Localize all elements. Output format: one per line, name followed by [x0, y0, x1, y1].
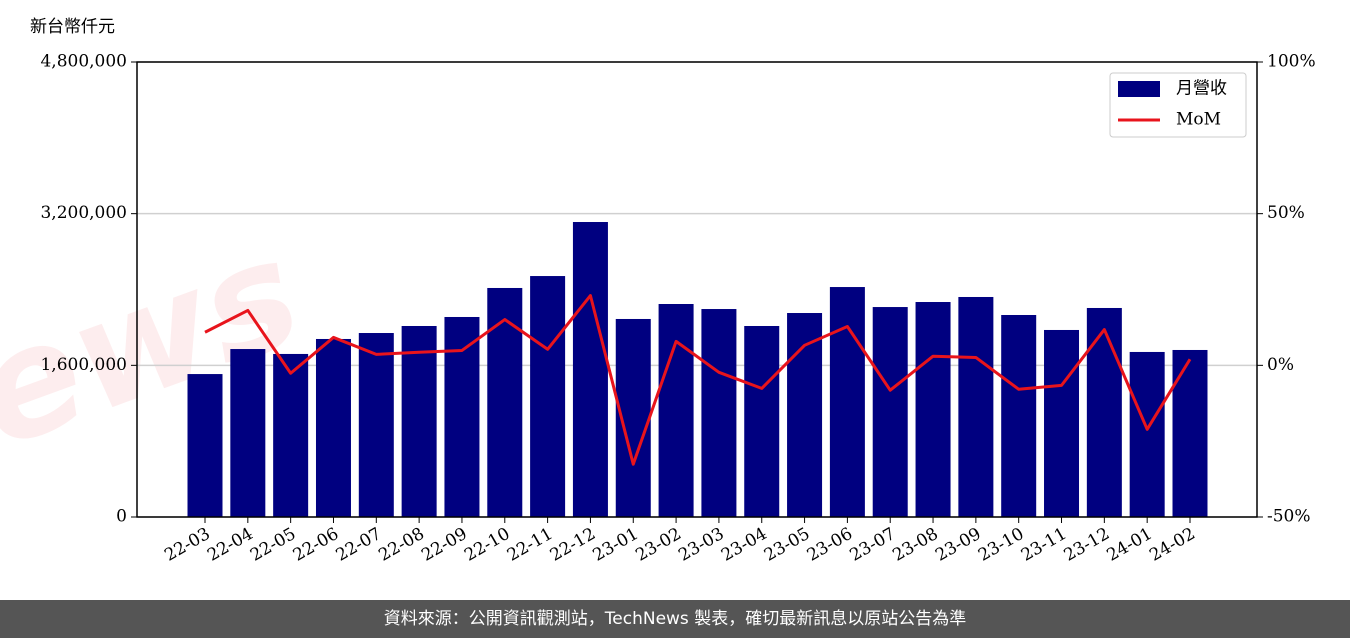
- x-tick-label: 23-02: [632, 524, 684, 566]
- x-tick-label: 23-12: [1061, 524, 1113, 566]
- x-tick-label: 22-04: [204, 524, 256, 566]
- x-tick-label: 22-03: [161, 524, 213, 566]
- x-tick-label: 23-08: [889, 524, 941, 566]
- bar: [787, 313, 823, 517]
- bar: [1172, 349, 1208, 517]
- x-tick-label: 23-04: [718, 524, 770, 566]
- x-tick-label: 22-12: [547, 524, 599, 566]
- legend-label: MoM: [1176, 110, 1221, 130]
- bar: [701, 309, 737, 517]
- bar: [230, 349, 266, 517]
- legend-label: 月營收: [1176, 79, 1227, 99]
- y-axis-label: 新台幣仟元: [30, 17, 115, 37]
- bar: [958, 296, 994, 517]
- x-tick-label: 23-06: [804, 524, 856, 566]
- bar: [829, 287, 865, 517]
- x-tick-label: 24-01: [1103, 524, 1155, 566]
- bar: [187, 374, 223, 517]
- bar: [487, 287, 523, 517]
- y2-tick-label: 100%: [1267, 52, 1316, 72]
- bar: [572, 222, 608, 517]
- y-tick-label: 0: [116, 507, 127, 527]
- y2-tick-label: -50%: [1267, 507, 1311, 527]
- line: [204, 294, 1192, 466]
- bar: [358, 333, 394, 517]
- footer-bar: [0, 600, 1350, 638]
- bar: [1086, 307, 1122, 517]
- x-tick-label: 23-10: [975, 524, 1027, 566]
- y-tick-label: 3,200,000: [40, 203, 127, 223]
- legend-swatch: [1118, 81, 1160, 97]
- x-tick-label: 22-09: [418, 524, 470, 566]
- watermark: TechNews: [0, 206, 321, 638]
- y-tick-label: 4,800,000: [40, 52, 127, 72]
- bar: [444, 316, 480, 517]
- x-tick-label: 23-09: [932, 524, 984, 566]
- x-tick-label: 22-06: [290, 524, 342, 566]
- x-tick-label: 22-11: [504, 524, 556, 566]
- x-tick-label: 23-03: [675, 524, 727, 566]
- bar: [401, 325, 437, 517]
- x-tick-label: 22-10: [461, 524, 513, 566]
- x-tick-label: 23-07: [847, 524, 899, 566]
- bar: [1129, 351, 1165, 517]
- y2-tick-label: 0%: [1267, 355, 1294, 375]
- bar: [744, 325, 780, 517]
- x-tick-label: 24-02: [1146, 524, 1198, 566]
- y-tick-label: 1,600,000: [40, 355, 127, 375]
- x-tick-label: 23-01: [590, 524, 642, 566]
- bar: [915, 302, 951, 517]
- bar: [273, 353, 309, 517]
- x-tick-label: 22-08: [375, 524, 427, 566]
- plot-frame: [136, 61, 1258, 518]
- footer: 資料來源：公開資訊觀測站，TechNews 製表，確切最新訊息以原站公告為準: [384, 609, 966, 629]
- bar: [530, 276, 566, 517]
- y2-tick-label: 50%: [1267, 203, 1305, 223]
- bar: [315, 338, 351, 517]
- bar: [872, 307, 908, 517]
- x-tick-label: 22-05: [247, 524, 299, 566]
- bar: [1044, 329, 1080, 517]
- x-tick-label: 23-11: [1018, 524, 1070, 566]
- bar: [1001, 314, 1037, 517]
- bar: [658, 304, 694, 517]
- x-tick-label: 22-07: [333, 524, 385, 566]
- legend: 月營收 MoM: [1109, 72, 1247, 138]
- x-tick-label: 23-05: [761, 524, 813, 566]
